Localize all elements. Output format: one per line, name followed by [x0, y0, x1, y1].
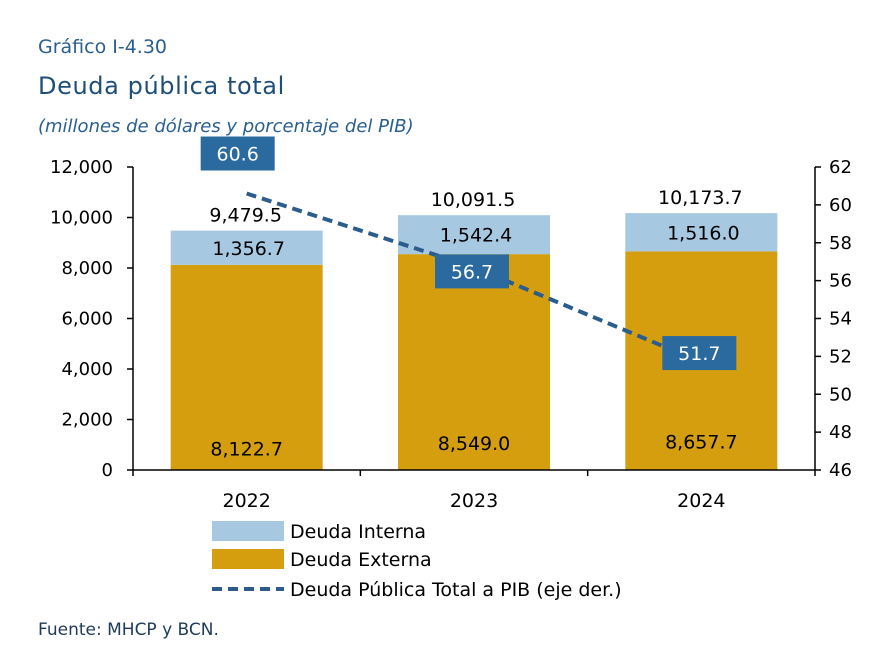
y-left-tick-label: 10,000 [50, 208, 113, 229]
y-right-tick-label: 46 [829, 460, 852, 481]
source-note: Fuente: MHCP y BCN. [38, 620, 219, 640]
bar-externa-2022 [170, 264, 323, 470]
y-left-tick-label: 12,000 [50, 157, 113, 178]
y-left-tick-label: 8,000 [61, 258, 113, 279]
legend-swatch-interna [212, 521, 284, 541]
line-label-box [200, 136, 275, 171]
bar-interna-2022 [170, 230, 323, 265]
data-label-externa: 8,549.0 [438, 433, 511, 455]
y-right-tick-label: 56 [829, 271, 852, 292]
bar-interna-2023 [398, 215, 550, 255]
line-label-box [435, 254, 509, 289]
data-label-interna: 1,516.0 [667, 222, 740, 244]
data-label-interna: 1,356.7 [212, 238, 285, 260]
y-left-tick-label: 0 [102, 460, 113, 481]
y-right-tick-label: 48 [829, 422, 852, 443]
data-label-total: 10,173.7 [658, 187, 743, 209]
data-label-interna: 1,542.4 [440, 225, 513, 247]
chart-code: Gráfico I-4.30 [38, 36, 168, 58]
y-right-tick-label: 60 [829, 195, 852, 216]
y-left-tick-label: 6,000 [61, 309, 113, 330]
line-value-label: 60.6 [217, 144, 259, 166]
y-right-tick-label: 52 [829, 346, 852, 367]
chart-subtitle: (millones de dólares y porcentaje del PI… [38, 116, 414, 137]
legend-label-interna: Deuda Interna [290, 521, 426, 543]
y-right-tick-label: 62 [829, 157, 852, 178]
legend-swatch-externa [212, 549, 284, 569]
y-right-tick-label: 54 [829, 309, 852, 330]
y-right-tick-label: 58 [829, 233, 852, 254]
line-value-label: 51.7 [678, 343, 720, 365]
x-tick-label: 2023 [450, 490, 498, 512]
data-label-externa: 8,657.7 [665, 432, 738, 454]
x-tick-label: 2022 [222, 490, 270, 512]
data-label-total: 9,479.5 [209, 205, 282, 227]
x-tick-label: 2024 [677, 490, 725, 512]
y-right-tick-label: 50 [829, 384, 852, 405]
y-left-tick-label: 2,000 [61, 410, 113, 431]
data-label-total: 10,091.5 [431, 189, 516, 211]
y-left-tick-label: 4,000 [61, 359, 113, 380]
data-label-externa: 8,122.7 [210, 438, 283, 460]
bar-interna-2024 [625, 213, 778, 252]
line-value-label: 56.7 [451, 261, 493, 283]
line-label-box [662, 336, 737, 371]
legend-label-line: Deuda Pública Total a PIB (eje der.) [290, 579, 622, 601]
legend-label-externa: Deuda Externa [290, 549, 432, 571]
chart-title: Deuda pública total [38, 72, 285, 100]
line-deuda-pib [246, 191, 703, 364]
